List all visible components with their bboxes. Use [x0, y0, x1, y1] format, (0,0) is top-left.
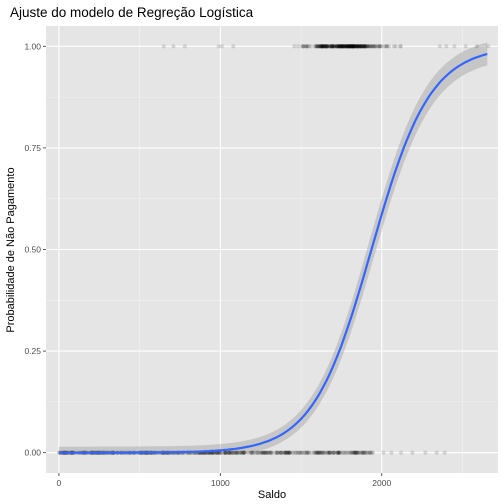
data-point [296, 451, 300, 455]
data-point [381, 451, 385, 455]
data-point [318, 451, 322, 455]
data-point [280, 451, 284, 455]
data-point [368, 451, 372, 455]
data-point [384, 44, 388, 48]
data-point [328, 451, 332, 455]
data-point [330, 44, 334, 48]
y-tick-label: 0.50 [24, 245, 41, 255]
data-point [300, 451, 304, 455]
data-point [369, 44, 373, 48]
data-point [475, 44, 479, 48]
data-point [183, 44, 187, 48]
data-point [464, 44, 468, 48]
data-point [305, 44, 309, 48]
data-point [337, 451, 341, 455]
y-tick-label: 0.00 [24, 448, 41, 458]
data-point [325, 44, 329, 48]
y-axis-label: Probabilidade de Não Pagamento [5, 167, 17, 332]
data-point [238, 451, 242, 455]
data-point [389, 451, 393, 455]
data-point [399, 451, 403, 455]
data-point [227, 451, 231, 455]
y-tick-label: 0.25 [24, 346, 41, 356]
data-point [359, 451, 363, 455]
data-point [345, 44, 349, 48]
data-point [354, 451, 358, 455]
data-point [273, 451, 277, 455]
data-point [423, 451, 427, 455]
x-axis-ticks: 0 1000 2000 [57, 473, 392, 488]
data-point [292, 44, 296, 48]
data-point [269, 451, 273, 455]
data-point [452, 44, 456, 48]
y-axis-ticks: 0.00 0.25 0.50 0.75 1.00 [24, 41, 46, 457]
data-point [443, 451, 447, 455]
x-tick-label: 1000 [211, 478, 230, 488]
data-point [435, 451, 439, 455]
data-point [343, 451, 347, 455]
data-point [304, 451, 308, 455]
data-point [332, 451, 336, 455]
x-tick-label: 2000 [372, 478, 391, 488]
data-point [398, 44, 402, 48]
data-point [265, 451, 269, 455]
data-point [394, 44, 398, 48]
data-point [313, 451, 317, 455]
data-point [296, 44, 300, 48]
data-point [171, 44, 175, 48]
data-point [348, 451, 352, 455]
data-point [486, 44, 490, 48]
data-point [410, 451, 414, 455]
data-point [162, 44, 166, 48]
data-point [438, 44, 442, 48]
data-point [220, 44, 224, 48]
data-point [318, 44, 322, 48]
data-point [377, 44, 381, 48]
chart-title: Ajuste do modelo de Regreção Logística [10, 5, 254, 20]
data-point [250, 451, 254, 455]
y-tick-label: 0.75 [24, 143, 41, 153]
data-point [231, 44, 235, 48]
x-tick-label: 0 [57, 478, 62, 488]
data-point [302, 44, 306, 48]
y-tick-label: 1.00 [24, 41, 41, 51]
data-point [339, 44, 343, 48]
data-point [314, 44, 318, 48]
data-point [444, 44, 448, 48]
x-axis-label: Saldo [258, 489, 286, 501]
data-point [287, 451, 291, 455]
data-point [355, 44, 359, 48]
